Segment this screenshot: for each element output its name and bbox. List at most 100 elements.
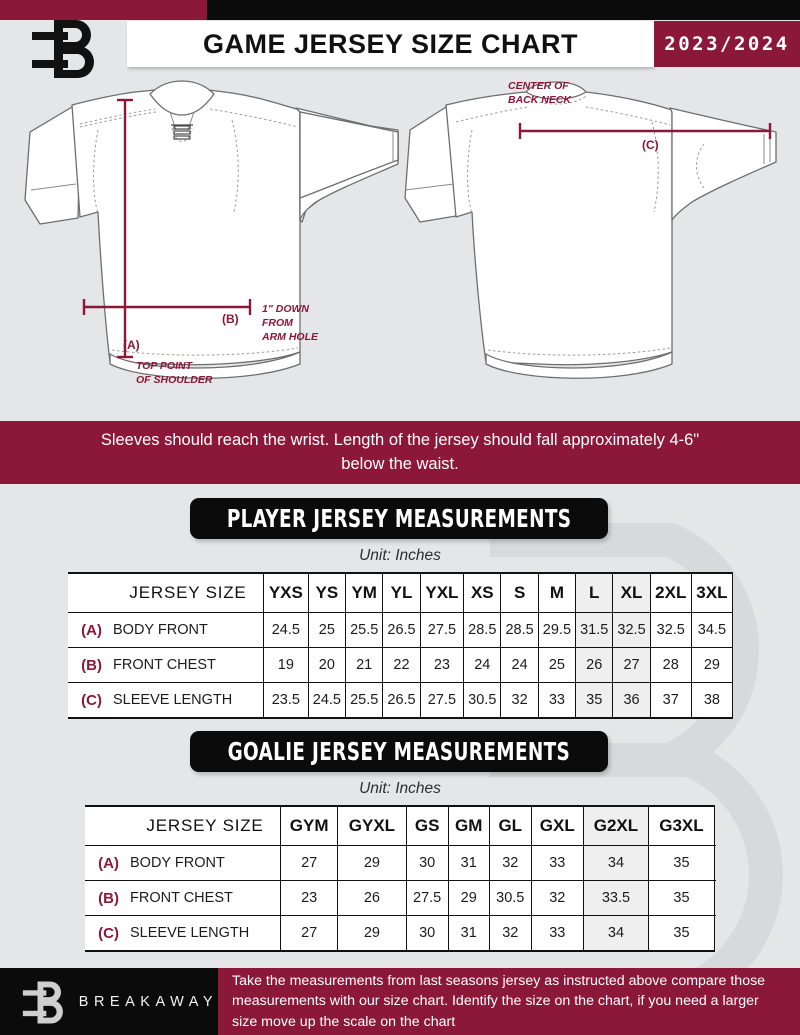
page-title-box: GAME JERSEY SIZE CHART — [127, 21, 654, 67]
size-header-cell: 2XL — [649, 574, 692, 613]
measurement-value-cell: 28.5 — [463, 612, 502, 648]
row-mark-label: (B) — [68, 647, 105, 683]
callout-b-text-line2: FROM — [262, 317, 293, 329]
measurement-value-cell: 24 — [500, 647, 539, 683]
table-row: (B) FRONT CHEST 23 26 27.5 29 30.5 32 33.5 35 — [85, 880, 715, 916]
player-measurements-table: JERSEY SIZE YXS YS YM YL YXL XS S M L XL 2XL 3XL (A) B… — [68, 574, 734, 717]
row-measurement-label: BODY FRONT — [105, 612, 264, 648]
size-header-cell: GXL — [530, 807, 584, 846]
measurement-value-cell: 26.5 — [382, 682, 421, 717]
size-header-cell: YS — [307, 574, 347, 613]
measurement-value-cell: 30 — [405, 915, 449, 950]
measurement-value-cell: 35 — [648, 845, 715, 881]
measurement-value-cell: 29 — [337, 915, 407, 950]
row-mark-label: (A) — [85, 845, 122, 881]
table-row: (B) FRONT CHEST 19 20 21 22 23 24 24 25 26 27 28 29 — [68, 647, 734, 683]
size-header-cell: GL — [488, 807, 532, 846]
row-measurement-label: SLEEVE LENGTH — [122, 915, 281, 950]
measurement-value-cell: 32 — [488, 915, 532, 950]
back-jersey-illustration: (C) CENTER OF BACK NECK — [404, 80, 777, 379]
row-mark-label: (B) — [85, 880, 122, 916]
measurement-value-cell: 32 — [500, 682, 539, 717]
size-header-cell: G2XL — [582, 807, 650, 846]
footer-brand-block: BREAKAWAY — [0, 968, 218, 1035]
table-empty-cell — [713, 845, 715, 881]
callout-b-label: (B) — [222, 312, 239, 326]
measurement-value-cell: 33.5 — [582, 880, 650, 916]
footer-brand-name: BREAKAWAY — [78, 993, 218, 1010]
measurement-value-cell: 29 — [690, 647, 734, 683]
size-header-cell: GS — [405, 807, 449, 846]
goalie-measurements-table-wrap: JERSEY SIZE GYM GYXL GS GM GL GXL G2XL G3XL (A) BO… — [85, 805, 715, 952]
size-header-cell: YXS — [263, 574, 309, 613]
size-header-cell: YL — [382, 574, 421, 613]
table-empty-cell — [713, 807, 715, 846]
measurement-value-cell: 23 — [419, 647, 465, 683]
measurement-value-cell: 19 — [263, 647, 309, 683]
size-header-cell: YXL — [419, 574, 465, 613]
measurement-value-cell: 23 — [279, 880, 339, 916]
size-header-cell: M — [537, 574, 577, 613]
back-neck-note-line2: BACK NECK — [508, 94, 572, 106]
measurement-value-cell: 29 — [337, 845, 407, 881]
measurement-value-cell: 30.5 — [488, 880, 532, 916]
measurement-value-cell: 21 — [345, 647, 384, 683]
row-measurement-label: SLEEVE LENGTH — [105, 682, 264, 717]
measurement-value-cell: 34 — [582, 915, 650, 950]
callout-a-label: (A) — [123, 338, 140, 352]
measurement-value-cell: 26.5 — [382, 612, 421, 648]
measurement-value-cell: 30 — [405, 845, 449, 881]
callout-b-text-line1: 1" DOWN — [262, 303, 309, 315]
size-header-cell: XL — [612, 574, 651, 613]
measurement-value-cell: 27 — [279, 845, 339, 881]
measurement-value-cell: 27 — [279, 915, 339, 950]
measurement-value-cell: 24.5 — [307, 682, 347, 717]
breakaway-b-logo-icon — [24, 16, 110, 78]
size-header-cell: XS — [463, 574, 502, 613]
measurement-value-cell: 22 — [382, 647, 421, 683]
front-jersey-illustration: (B) (A) TOP POINT OF SHOULDER 1" DOWN FR… — [24, 80, 399, 386]
jersey-size-header: JERSEY SIZE — [122, 807, 281, 846]
row-measurement-label: FRONT CHEST — [122, 880, 281, 916]
measurement-value-cell: 31 — [447, 915, 490, 950]
measurement-value-cell: 27.5 — [419, 612, 465, 648]
measurement-value-cell: 38 — [690, 682, 734, 717]
player-section-title-pill: PLAYER JERSEY MEASUREMENTS — [190, 498, 608, 539]
measurement-value-cell: 32.5 — [612, 612, 651, 648]
measurement-value-cell: 35 — [648, 880, 715, 916]
measurement-value-cell: 29 — [447, 880, 490, 916]
size-header-cell: GYXL — [337, 807, 407, 846]
measurement-note-band: Sleeves should reach the wrist. Length o… — [0, 421, 800, 484]
measurement-value-cell: 25.5 — [345, 612, 384, 648]
table-empty-cell — [713, 880, 715, 916]
measurement-value-cell: 27.5 — [419, 682, 465, 717]
player-section-title: PLAYER JERSEY MEASUREMENTS — [226, 504, 572, 533]
callout-a-text-line2: OF SHOULDER — [136, 374, 213, 386]
table-row: (A) BODY FRONT 27 29 30 31 32 33 34 35 — [85, 845, 715, 881]
measurement-value-cell: 33 — [530, 845, 584, 881]
size-header-cell: L — [575, 574, 614, 613]
measurement-value-cell: 32.5 — [649, 612, 692, 648]
callout-c-label: (C) — [642, 138, 659, 152]
row-mark-label: (C) — [85, 915, 122, 950]
measurement-value-cell: 24.5 — [263, 612, 309, 648]
measurement-value-cell: 28.5 — [500, 612, 539, 648]
goalie-unit-label: Unit: Inches — [359, 780, 441, 797]
goalie-table-top-rule — [85, 805, 715, 807]
measurement-value-cell: 24 — [463, 647, 502, 683]
season-year-label: 2023/2024 — [664, 33, 790, 55]
player-unit-label: Unit: Inches — [359, 547, 441, 564]
measurement-value-cell: 33 — [537, 682, 577, 717]
player-table-bottom-rule — [68, 717, 733, 719]
table-row: (C) SLEEVE LENGTH 23.5 24.5 25.5 26.5 27.5 30.5… — [68, 682, 734, 717]
table-header-row: JERSEY SIZE YXS YS YM YL YXL XS S M L XL 2XL 3XL — [68, 574, 734, 613]
measurement-value-cell: 30.5 — [463, 682, 502, 717]
goalie-section-title: GOALIE JERSEY MEASUREMENTS — [227, 737, 571, 766]
jersey-size-header: JERSEY SIZE — [105, 574, 264, 613]
jersey-diagrams: .ol{fill:#ffffff;stroke:#6e6e6e;stroke-w… — [0, 72, 800, 421]
size-header-cell: G3XL — [648, 807, 715, 846]
measurement-value-cell: 26 — [575, 647, 614, 683]
measurement-value-cell: 26 — [337, 880, 407, 916]
measurement-value-cell: 20 — [307, 647, 347, 683]
